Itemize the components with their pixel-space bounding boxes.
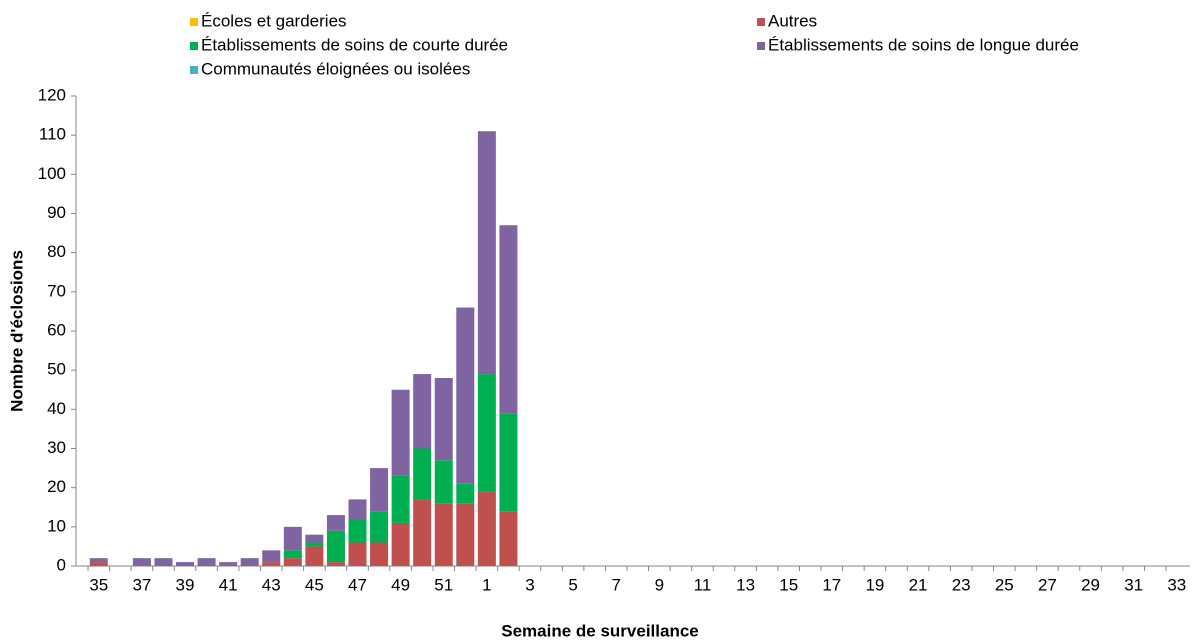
- x-tick-label: 51: [434, 575, 453, 594]
- bar-segment: [132, 558, 151, 566]
- x-tick-label: 23: [952, 575, 971, 594]
- bar-segment: [240, 558, 259, 566]
- bar-segment: [262, 550, 281, 563]
- x-tick-label: 33: [1167, 575, 1186, 594]
- y-tick-label: 120: [38, 85, 66, 104]
- x-tick-label: 15: [779, 575, 798, 594]
- x-tick-label: 3: [525, 575, 534, 594]
- x-tick-label: 17: [822, 575, 841, 594]
- x-tick-label: 29: [1081, 575, 1100, 594]
- bar-segment: [262, 562, 281, 566]
- y-tick-label: 30: [47, 438, 66, 457]
- bar-segment: [413, 448, 432, 500]
- y-tick-label: 110: [39, 125, 66, 144]
- x-tick-label: 45: [305, 575, 324, 594]
- y-tick-label: 90: [47, 203, 66, 222]
- y-axis-title: Nombre d'éclosions: [7, 250, 26, 412]
- bar-segment: [391, 522, 410, 566]
- x-tick-label: 49: [391, 575, 410, 594]
- bar-segment: [305, 542, 324, 547]
- bar-segment: [326, 562, 345, 566]
- x-tick-label: 13: [736, 575, 755, 594]
- x-tick-label: 9: [655, 575, 664, 594]
- bar-segment: [391, 389, 410, 476]
- bar-segment: [176, 562, 195, 566]
- bar-segment: [456, 483, 475, 504]
- x-tick-label: 35: [89, 575, 108, 594]
- bar-segment: [370, 511, 389, 543]
- bar-segment: [219, 562, 238, 566]
- bar-segment: [499, 511, 518, 566]
- bar-segment: [413, 499, 432, 566]
- y-tick-label: 20: [47, 477, 66, 496]
- bar-segment: [499, 413, 518, 512]
- x-tick-label: 41: [219, 575, 238, 594]
- y-tick-label: 100: [38, 164, 66, 183]
- bar-segment: [370, 468, 389, 512]
- x-tick-label: 37: [132, 575, 151, 594]
- bar-segment: [154, 558, 173, 566]
- bar-segment: [326, 515, 345, 531]
- bar-segment: [499, 225, 518, 414]
- x-tick-label: 19: [865, 575, 884, 594]
- y-tick-label: 10: [47, 516, 66, 535]
- y-tick-label: 70: [47, 281, 66, 300]
- bar-segment: [477, 491, 496, 566]
- bar-segment: [456, 307, 475, 484]
- bar-segment: [456, 503, 475, 566]
- bar-segment: [348, 519, 367, 543]
- x-tick-label: 25: [995, 575, 1014, 594]
- legend-label: Écoles et garderies: [201, 11, 347, 30]
- bar-segment: [434, 460, 453, 504]
- x-tick-label: 5: [568, 575, 577, 594]
- legend-label: Autres: [768, 11, 817, 30]
- bar-segment: [434, 378, 453, 461]
- y-tick-label: 40: [47, 399, 66, 418]
- bar-segment: [283, 550, 302, 559]
- bar-segment: [305, 534, 324, 543]
- x-axis-title: Semaine de surveillance: [501, 621, 699, 640]
- bar-segment: [348, 499, 367, 519]
- bar-segment: [326, 530, 345, 563]
- bar-segment: [283, 526, 302, 551]
- x-tick-label: 39: [176, 575, 195, 594]
- legend-swatch: [190, 18, 198, 26]
- bar-segment: [89, 562, 108, 566]
- y-tick-label: 80: [47, 242, 66, 261]
- bar-segment: [197, 558, 216, 566]
- x-tick-label: 31: [1124, 575, 1143, 594]
- bar-segment: [89, 558, 108, 563]
- bar-segment: [477, 374, 496, 492]
- bar-segment: [370, 542, 389, 566]
- bar-segment: [413, 374, 432, 449]
- legend-swatch: [190, 42, 198, 50]
- bar-segment: [305, 546, 324, 566]
- x-tick-label: 21: [909, 575, 928, 594]
- legend-swatch: [757, 42, 765, 50]
- legend-label: Établissements de soins de courte durée: [201, 35, 508, 54]
- legend-swatch: [190, 66, 198, 74]
- bar-segment: [283, 558, 302, 566]
- y-tick-label: 50: [47, 360, 66, 379]
- bar-segment: [391, 475, 410, 523]
- y-tick-label: 0: [57, 555, 66, 574]
- bar-segment: [348, 542, 367, 566]
- x-tick-label: 1: [482, 575, 491, 594]
- x-tick-label: 43: [262, 575, 281, 594]
- y-tick-label: 60: [47, 320, 66, 339]
- bar-segment: [477, 131, 496, 375]
- x-tick-label: 7: [611, 575, 620, 594]
- x-tick-label: 27: [1038, 575, 1057, 594]
- legend-swatch: [757, 18, 765, 26]
- legend-label: Communautés éloignées ou isolées: [201, 59, 470, 78]
- x-tick-label: 47: [348, 575, 367, 594]
- bar-segment: [434, 503, 453, 566]
- x-tick-label: 11: [694, 575, 712, 594]
- legend-label: Établissements de soins de longue durée: [768, 35, 1079, 54]
